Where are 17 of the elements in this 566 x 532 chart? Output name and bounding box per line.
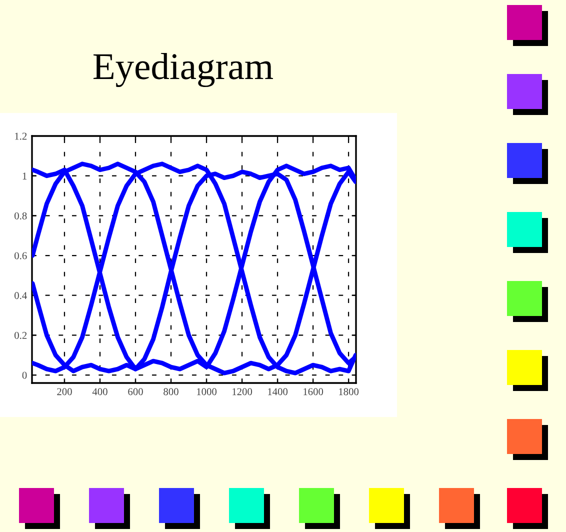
y-tick-label: 0.8	[14, 212, 27, 220]
chart-title: Eyediagram	[93, 52, 273, 88]
x-tick-label: 1600	[304, 388, 324, 396]
x-tick-label: 1400	[268, 388, 288, 396]
x-tick-label: 1800	[339, 388, 359, 396]
x-tick-label: 400	[92, 388, 108, 396]
x-tick-label: 800	[164, 388, 178, 396]
x-tick-label: 600	[128, 388, 143, 396]
x-tick-label: 1000	[197, 388, 217, 396]
x-tick-label: 200	[57, 388, 72, 396]
y-tick-label: 0.6	[14, 252, 27, 260]
y-tick-label: 0.2	[14, 332, 27, 339]
y-tick-label: 1.2	[15, 132, 27, 140]
y-tick-label: 1	[22, 172, 27, 180]
x-tick-label: 1200	[232, 388, 252, 396]
y-tick-label: 0.4	[14, 292, 27, 300]
y-tick-label: 0	[22, 372, 27, 379]
